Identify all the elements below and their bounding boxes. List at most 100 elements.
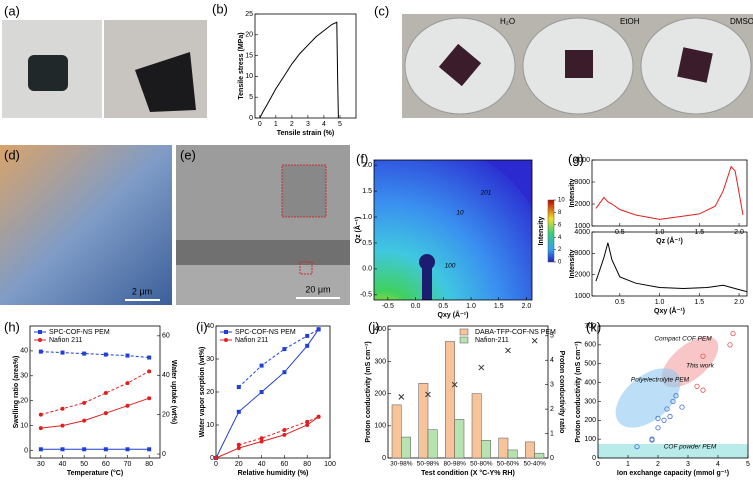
marker bbox=[655, 425, 661, 431]
x-tick-label: 80-98% bbox=[443, 461, 466, 468]
y-tick-label: 0.5 bbox=[362, 240, 372, 247]
scale-label: 2 μm bbox=[132, 286, 152, 296]
x-axis-label: Qz (Å⁻¹) bbox=[656, 236, 683, 245]
colorbar-tick-label: 8 bbox=[558, 210, 562, 216]
x-tick-label: 1 bbox=[626, 461, 630, 468]
marker bbox=[125, 447, 130, 452]
y-tick-label: 1000 bbox=[574, 223, 590, 230]
x-tick-label: 40 bbox=[258, 461, 266, 468]
x-tick-label: 20 bbox=[235, 461, 243, 468]
x-tick-label: 40 bbox=[59, 461, 67, 468]
bar bbox=[498, 437, 509, 459]
marker bbox=[730, 330, 736, 337]
legend-label: DABA-TFP-COF-NS PEM bbox=[475, 329, 556, 336]
marker bbox=[236, 442, 241, 447]
y-tick-label: 30 bbox=[20, 373, 28, 380]
marker bbox=[505, 347, 511, 354]
y2-tick-label: 20 bbox=[162, 412, 170, 419]
marker bbox=[125, 381, 130, 386]
marker bbox=[125, 353, 130, 358]
plot-frame bbox=[373, 159, 533, 301]
marker bbox=[82, 447, 87, 452]
marker bbox=[103, 447, 108, 452]
x-tick-label: 2.0 bbox=[522, 303, 532, 310]
x-axis-label: Ion exchange capacity (mmol g⁻¹) bbox=[617, 470, 729, 477]
x-tick-label: 50-40% bbox=[523, 461, 546, 468]
x-tick-label: 50 bbox=[80, 461, 88, 468]
y-axis-label: Swelling ratio (area%) bbox=[13, 356, 20, 429]
marker bbox=[478, 364, 485, 371]
series-line bbox=[238, 328, 319, 388]
x-axis-label: Test condition (X °C-Y% RH) bbox=[421, 469, 515, 477]
marker bbox=[670, 398, 676, 405]
series-line bbox=[595, 242, 748, 293]
y-tick-label: 3000 bbox=[574, 250, 590, 257]
marker bbox=[305, 419, 310, 424]
y-tick-label: 20 bbox=[206, 389, 214, 396]
x-tick-label: 1 bbox=[274, 121, 278, 128]
x-tick-label: 0.5 bbox=[438, 303, 448, 310]
region bbox=[598, 444, 748, 458]
x-tick-label: 50-80% bbox=[470, 461, 493, 468]
marker bbox=[38, 447, 43, 452]
legend-label: Nafion-211 bbox=[475, 337, 509, 344]
annotation: Compact COF PEM bbox=[654, 336, 712, 343]
y-tick-label: 400 bbox=[374, 326, 386, 333]
x-tick-label: 100 bbox=[324, 461, 336, 468]
colorbar-tick-label: 10 bbox=[558, 198, 565, 204]
marker bbox=[236, 409, 241, 414]
panel-label: (h) bbox=[4, 319, 20, 334]
x-axis-label: Qxy (Å⁻¹) bbox=[438, 310, 469, 319]
marker bbox=[38, 349, 43, 354]
y-tick-label: 2000 bbox=[574, 272, 590, 279]
marker bbox=[694, 383, 700, 389]
x-tick-label: 1.5 bbox=[694, 299, 704, 306]
y-axis-label: Proton conductivity (mS cm⁻¹) bbox=[575, 341, 582, 442]
marker bbox=[125, 403, 130, 408]
bar bbox=[471, 393, 482, 459]
x-tick-label: 4 bbox=[716, 461, 720, 468]
marker bbox=[147, 355, 152, 360]
x-tick-label: 5 bbox=[338, 121, 342, 128]
y2-axis-label: Proton conductivity ratio bbox=[558, 351, 565, 434]
photo-a bbox=[2, 20, 207, 118]
bar bbox=[507, 449, 518, 459]
y-tick-label: 40 bbox=[20, 348, 28, 355]
y-tick-label: 400 bbox=[584, 379, 596, 386]
marker bbox=[224, 330, 228, 334]
marker bbox=[60, 350, 65, 355]
marker bbox=[673, 393, 679, 399]
marker bbox=[147, 447, 152, 452]
plot-frame bbox=[29, 325, 161, 459]
marker bbox=[103, 352, 108, 357]
y-tick-label: 1000 bbox=[574, 293, 590, 300]
marker bbox=[236, 385, 241, 390]
marker bbox=[82, 418, 87, 423]
series-line bbox=[259, 21, 339, 119]
bar bbox=[427, 429, 438, 459]
marker bbox=[259, 436, 264, 441]
y-tick-label: 10 bbox=[245, 73, 253, 80]
panel-label: (k) bbox=[586, 319, 601, 334]
marker bbox=[38, 426, 43, 431]
marker bbox=[60, 423, 65, 428]
x-tick-label: 1.5 bbox=[494, 303, 504, 310]
marker bbox=[82, 351, 87, 356]
marker bbox=[103, 390, 108, 395]
panel-label: (f) bbox=[356, 151, 368, 166]
marker bbox=[282, 427, 287, 432]
legend-label: Nafion 211 bbox=[49, 337, 82, 344]
marker bbox=[305, 343, 310, 348]
y-tick-label: 1.5 bbox=[362, 188, 372, 195]
panel-label: (i) bbox=[196, 319, 208, 334]
x-tick-label: 3 bbox=[686, 461, 690, 468]
y-tick-label: 100 bbox=[584, 436, 596, 443]
bar bbox=[534, 452, 545, 459]
image-e bbox=[176, 145, 350, 305]
y-tick-label: -0.5 bbox=[360, 292, 372, 299]
y-axis-label: Intensity bbox=[569, 250, 576, 279]
y-tick-label: 0 bbox=[592, 455, 596, 462]
marker bbox=[60, 447, 65, 452]
y-tick-label: 500 bbox=[584, 361, 596, 368]
x-tick-label: 60 bbox=[281, 461, 289, 468]
